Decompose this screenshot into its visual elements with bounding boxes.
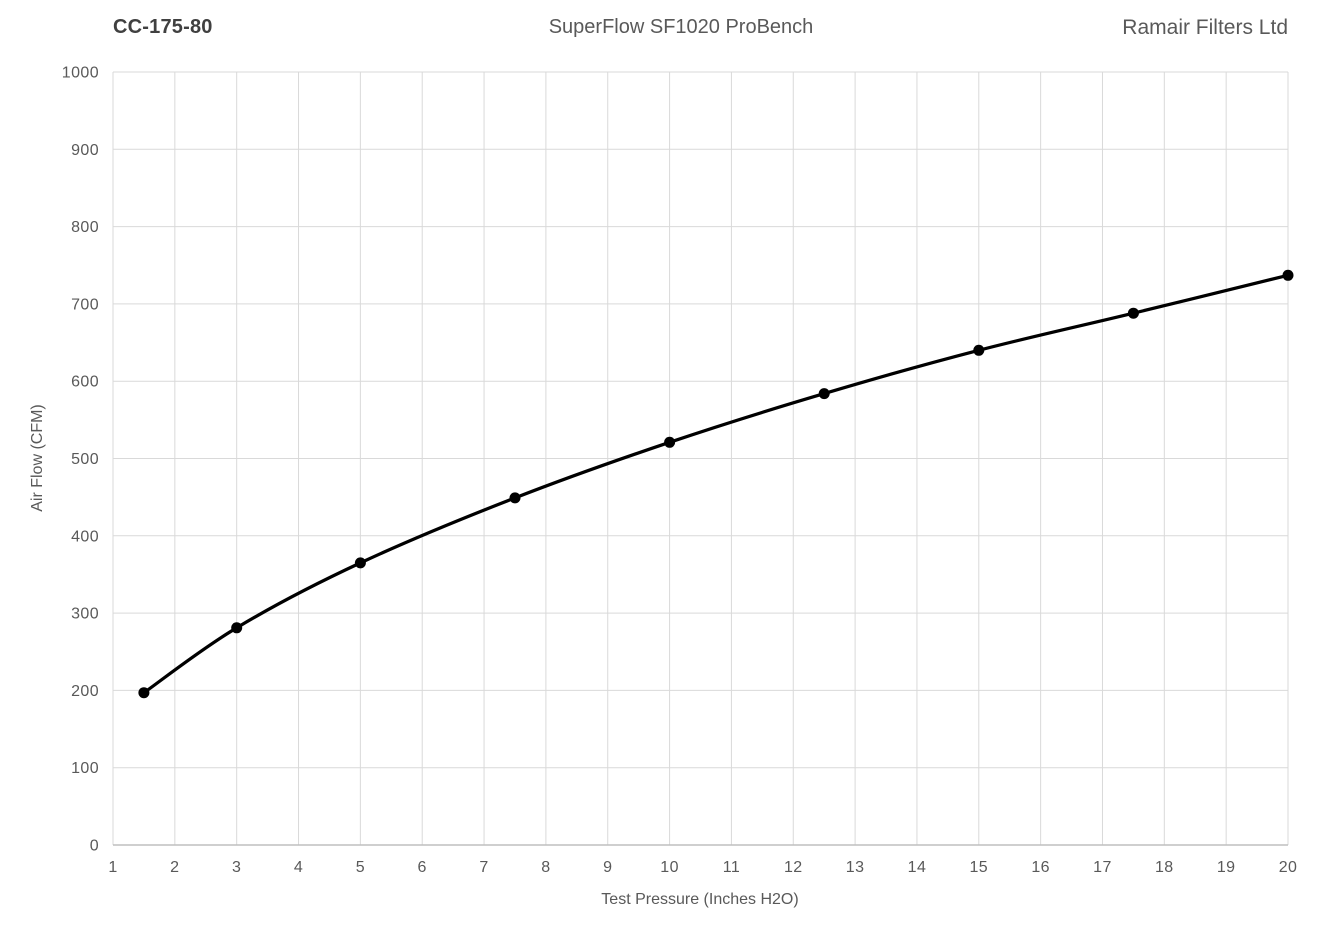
x-tick-label: 10 [660,859,679,876]
x-tick-label: 20 [1279,859,1298,876]
chart-title: SuperFlow SF1020 ProBench [548,16,814,38]
y-tick-label: 500 [71,451,99,468]
data-point [509,492,521,504]
data-point [138,687,150,699]
x-tick-label: 12 [784,859,803,876]
data-point [231,622,243,634]
data-point [354,557,366,569]
x-tick-label: 17 [1093,859,1112,876]
company-name-title: Ramair Filters Ltd [1122,16,1288,39]
x-tick-label: 7 [479,859,488,876]
y-tick-label: 1000 [62,65,99,82]
data-point [664,436,676,448]
x-tick-label: 9 [603,859,612,876]
x-tick-label: 5 [356,859,365,876]
x-tick-label: 13 [846,859,865,876]
x-tick-label: 16 [1031,859,1050,876]
y-tick-label: 400 [71,528,99,545]
x-tick-label: 1 [108,859,117,876]
y-tick-label: 300 [71,606,99,623]
series-line [142,273,1290,695]
y-tick-label: 0 [90,838,99,855]
data-point [973,344,985,356]
data-point [1282,269,1294,281]
x-tick-label: 4 [294,859,303,876]
y-axis-title: Air Flow (CFM) [29,404,46,512]
x-tick-label: 6 [418,859,427,876]
x-tick-label: 11 [723,859,740,876]
data-point [1127,307,1139,319]
x-tick-label: 19 [1217,859,1236,876]
x-axis-title: Test Pressure (Inches H2O) [601,891,799,908]
y-tick-label: 200 [71,683,99,700]
x-tick-label: 3 [232,859,241,876]
x-tick-label: 2 [170,859,179,876]
x-tick-label: 15 [969,859,988,876]
y-tick-label: 600 [71,374,99,391]
y-tick-label: 100 [71,760,99,777]
y-tick-label: 900 [71,142,99,159]
x-tick-label: 18 [1155,859,1174,876]
data-point [818,388,830,400]
x-tick-label: 14 [908,859,927,876]
y-tick-label: 700 [71,296,99,313]
x-tick-label: 8 [541,859,550,876]
y-tick-label: 800 [71,219,99,236]
series-model-title: CC-175-80 [113,16,213,38]
